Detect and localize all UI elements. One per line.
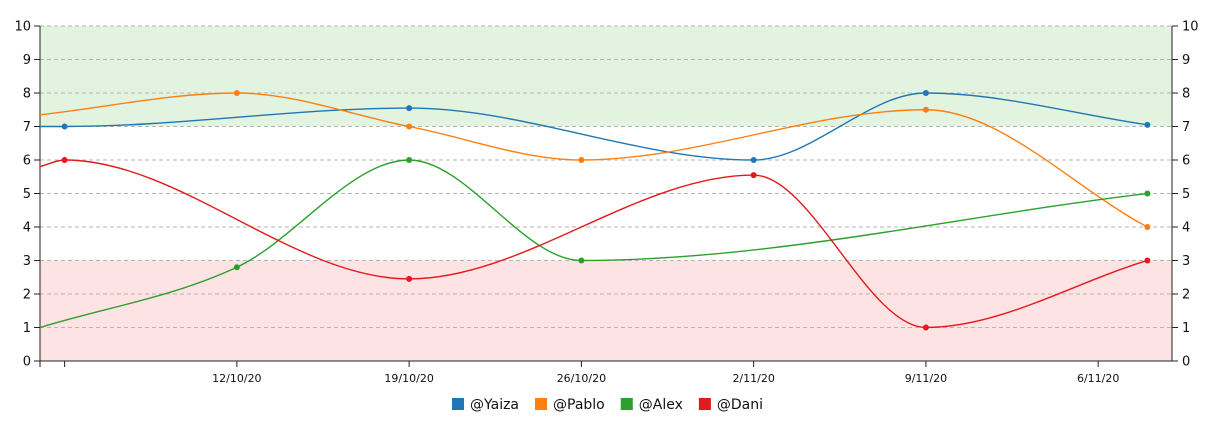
data-point-yaiza [406,105,413,112]
x-tick-label: 2/11/20 [732,372,774,385]
y-tick-label-right: 4 [1182,221,1190,236]
y-tick-label: 7 [23,120,31,135]
legend-item: @Dani [698,397,763,413]
y-axis-left-ticks: 0 1 2 3 4 5 6 7 8 9 10 [14,20,40,370]
legend-label: @Dani [717,397,763,413]
x-axis-ticks: 12/10/20 19/10/20 26/10/20 2/11/20 9/11/20 6/… [39,361,1119,385]
y-tick-label-right: 2 [1182,288,1190,303]
y-tick-label: 6 [23,154,31,169]
data-point-pablo [922,106,929,113]
series-points [61,90,1151,331]
y-tick-label-right: 8 [1182,87,1190,102]
y-tick-label-right: 1 [1182,321,1190,336]
data-point-alex [578,257,585,264]
data-point-pablo [233,90,240,96]
data-point-pablo [1144,224,1151,230]
x-tick-label: 9/11/20 [905,372,947,385]
legend-item: @Alex [620,397,683,413]
legend-swatch [620,398,633,410]
data-point-dani [1144,257,1151,264]
legend-swatch [451,398,464,410]
data-point-pablo [578,157,585,163]
y-tick-label-right: 9 [1182,53,1190,68]
data-point-dani [406,275,413,282]
data-point-pablo [406,123,413,130]
data-point-yaiza [750,157,757,163]
y-tick-label: 1 [23,321,31,336]
data-point-alex [1144,190,1151,197]
data-point-yaiza [922,90,929,96]
y-tick-label: 0 [23,355,31,370]
threshold-band [40,260,1172,361]
legend-label: @Yaiza [470,397,519,413]
y-tick-label-right: 7 [1182,120,1190,135]
legend-label: @Pablo [553,397,605,413]
series-line-dani [39,159,1148,329]
y-tick-label-right: 3 [1182,254,1190,269]
series-line-alex [39,159,1148,329]
x-tick-label: 26/10/20 [557,372,606,385]
legend-item: @Pablo [535,397,605,413]
y-tick-label: 9 [23,53,31,68]
y-tick-label: 2 [23,288,31,303]
legend-swatch [698,398,711,410]
threshold-band [40,26,1172,127]
y-tick-label-right: 5 [1182,187,1190,202]
x-tick-label: 12/10/20 [212,372,261,385]
y-tick-label-right: 0 [1182,355,1190,370]
y-tick-label: 5 [23,187,31,202]
series-line-yaiza [40,92,1148,161]
y-tick-label: 4 [23,221,31,236]
legend-label: @Alex [639,397,683,413]
legend-swatch [535,398,548,410]
legend: @Yaiza @Pablo @Alex @Dani [451,397,763,413]
series-line-pablo [39,92,1148,228]
data-point-dani [61,157,68,163]
y-tick-label-right: 10 [1182,20,1199,35]
y-tick-label: 3 [23,254,31,269]
data-point-dani [922,324,929,331]
data-point-yaiza [61,123,68,130]
y-tick-label-right: 6 [1182,154,1190,169]
data-point-alex [406,157,413,163]
series-lines [39,92,1148,329]
data-point-dani [750,172,757,179]
data-point-yaiza [1144,121,1151,128]
y-axis-right-ticks: 0 1 2 3 4 5 6 7 8 9 10 [1172,20,1199,370]
legend-item: @Yaiza [451,397,519,413]
x-tick-label: 19/10/20 [384,372,433,385]
threshold-bands [40,26,1172,361]
x-tick-label: 6/11/20 [1077,372,1119,385]
y-tick-label: 10 [14,20,31,35]
y-tick-label: 8 [23,87,31,102]
data-point-alex [233,264,240,271]
